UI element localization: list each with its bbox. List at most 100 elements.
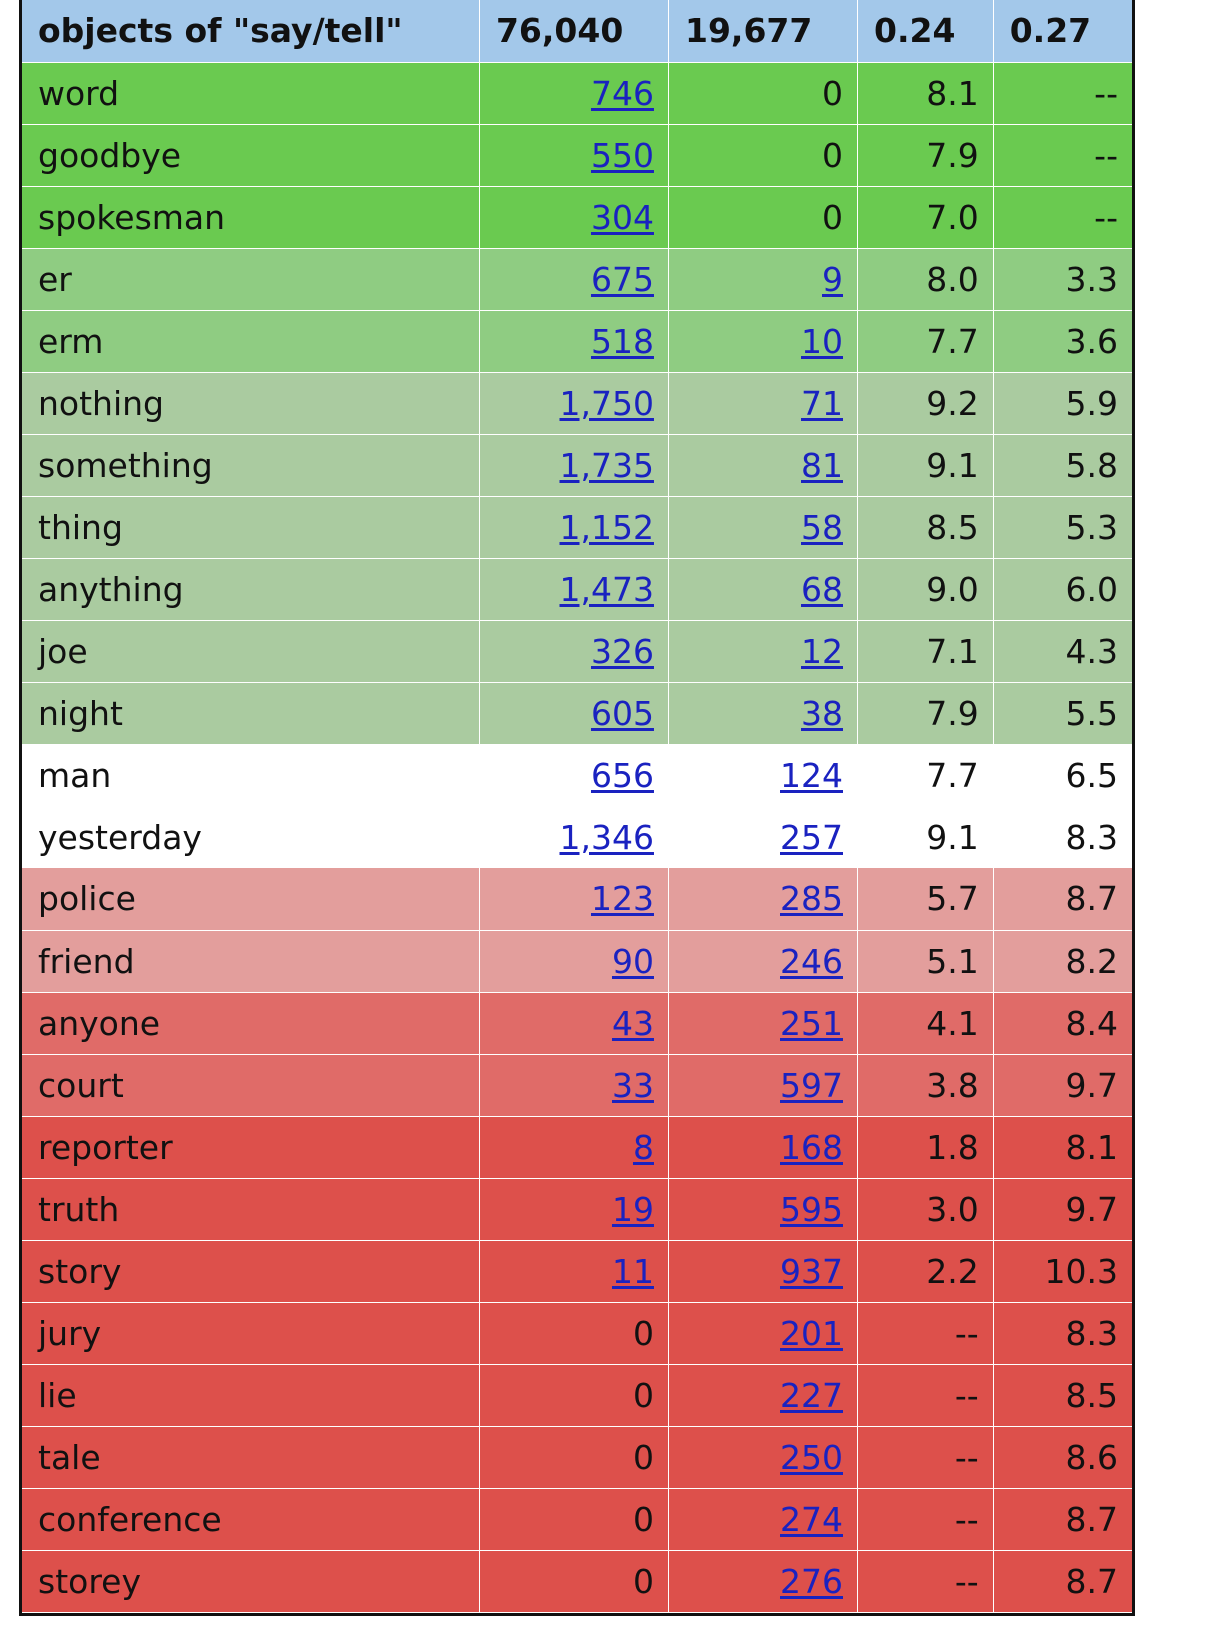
table-row: anyone 43 251 4.1 8.4 — [22, 992, 1132, 1055]
table-row: man 656 124 7.7 6.5 — [22, 744, 1132, 806]
row-count-2-link[interactable]: 937 — [780, 1251, 843, 1291]
row-count-2-link[interactable]: 595 — [780, 1189, 843, 1229]
row-count-2-link[interactable]: 9 — [822, 259, 843, 299]
table-row: friend 90 246 5.1 8.2 — [22, 930, 1132, 993]
collocation-table-container: objects of "say/tell" 76,040 19,677 0.24… — [19, 0, 1135, 1616]
row-word: friend — [22, 930, 480, 993]
row-count-2-link[interactable]: 12 — [801, 631, 843, 671]
row-score-1: 9.1 — [857, 434, 994, 497]
table-row: story 11 937 2.2 10.3 — [22, 1240, 1132, 1303]
row-count-2-link[interactable]: 168 — [780, 1127, 843, 1167]
table-row: er 675 9 8.0 3.3 — [22, 248, 1132, 311]
row-count-2: 595 — [668, 1178, 859, 1241]
row-count-1: 19 — [479, 1178, 669, 1241]
row-word: court — [22, 1054, 480, 1117]
row-score-2: 3.3 — [993, 248, 1132, 311]
row-count-2-link[interactable]: 81 — [801, 445, 843, 485]
row-word: reporter — [22, 1116, 480, 1179]
table-row: jury 0 201 -- 8.3 — [22, 1302, 1132, 1365]
row-word: jury — [22, 1302, 480, 1365]
row-count-1-link[interactable]: 326 — [590, 631, 654, 671]
row-count-2-link[interactable]: 71 — [801, 383, 843, 423]
row-count-2: 81 — [668, 434, 859, 497]
row-count-2-link[interactable]: 68 — [801, 569, 843, 609]
table-row: thing 1,152 58 8.5 5.3 — [22, 496, 1132, 559]
row-score-2: 10.3 — [993, 1240, 1132, 1303]
row-score-2: 6.0 — [993, 558, 1132, 621]
table-row: truth 19 595 3.0 9.7 — [22, 1178, 1132, 1241]
row-score-1: 8.1 — [857, 62, 994, 125]
row-score-1: 7.9 — [857, 124, 994, 187]
row-word: something — [22, 434, 480, 497]
row-count-1-link[interactable]: 1,750 — [559, 383, 654, 423]
row-count-1: 326 — [479, 620, 669, 683]
row-count-2: 71 — [668, 372, 859, 435]
table-row: storey 0 276 -- 8.7 — [22, 1550, 1132, 1613]
row-count-1-link[interactable]: 1,346 — [559, 817, 654, 857]
row-count-2-link[interactable]: 257 — [780, 817, 843, 857]
row-count-1-link[interactable]: 304 — [590, 197, 654, 237]
row-count-1-link[interactable]: 19 — [611, 1189, 654, 1229]
row-count-1: 11 — [479, 1240, 669, 1303]
row-count-1: 8 — [479, 1116, 669, 1179]
row-count-1-link[interactable]: 90 — [611, 941, 654, 981]
row-count-1-link[interactable]: 1,152 — [559, 507, 654, 547]
row-count-1-link[interactable]: 11 — [611, 1251, 654, 1291]
table-row: lie 0 227 -- 8.5 — [22, 1364, 1132, 1427]
row-count-2: 12 — [668, 620, 859, 683]
row-score-1: 8.0 — [857, 248, 994, 311]
row-count-2-link[interactable]: 227 — [780, 1375, 843, 1415]
row-count-2-link[interactable]: 38 — [801, 693, 843, 733]
row-count-2-link[interactable]: 58 — [801, 507, 843, 547]
row-count-2-link[interactable]: 274 — [780, 1499, 843, 1539]
row-score-2: 5.8 — [993, 434, 1132, 497]
table-row: word 746 0 8.1 -- — [22, 62, 1132, 125]
row-count-1-link[interactable]: 43 — [611, 1003, 654, 1043]
row-word: erm — [22, 310, 480, 373]
row-count-1: 605 — [479, 682, 669, 745]
row-count-2-link[interactable]: 10 — [801, 321, 843, 361]
row-score-1: 9.2 — [857, 372, 994, 435]
row-count-2-link[interactable]: 250 — [780, 1437, 843, 1477]
row-count-2: 250 — [668, 1426, 859, 1489]
table-row: anything 1,473 68 9.0 6.0 — [22, 558, 1132, 621]
row-count-1: 0 — [479, 1550, 669, 1613]
row-count-1: 304 — [479, 186, 669, 249]
row-score-1: 5.1 — [857, 930, 994, 993]
row-count-1-link[interactable]: 8 — [632, 1127, 654, 1167]
row-count-2-link[interactable]: 124 — [780, 755, 843, 795]
row-count-2: 0 — [668, 124, 859, 187]
row-count-1-link[interactable]: 123 — [590, 879, 654, 919]
header-row: objects of "say/tell" 76,040 19,677 0.24… — [22, 0, 1132, 63]
row-count-1-link[interactable]: 605 — [590, 693, 654, 733]
row-count-1: 550 — [479, 124, 669, 187]
row-word: night — [22, 682, 480, 745]
row-count-1-link[interactable]: 675 — [590, 259, 654, 299]
row-count-2-link[interactable]: 597 — [780, 1065, 843, 1105]
row-count-1-link[interactable]: 746 — [590, 73, 654, 113]
row-count-2-link[interactable]: 276 — [780, 1561, 843, 1601]
row-word: man — [22, 744, 480, 806]
row-count-1-link[interactable]: 550 — [590, 135, 654, 175]
row-count-1-link[interactable]: 1,473 — [559, 569, 654, 609]
row-count-1: 656 — [479, 744, 669, 806]
row-score-1: 7.7 — [857, 744, 994, 806]
row-word: anyone — [22, 992, 480, 1055]
row-word: spokesman — [22, 186, 480, 249]
row-word: conference — [22, 1488, 480, 1551]
row-score-2: 8.3 — [993, 1302, 1132, 1365]
table-row: erm 518 10 7.7 3.6 — [22, 310, 1132, 373]
row-count-2-link[interactable]: 246 — [780, 941, 843, 981]
row-count-2-link[interactable]: 285 — [780, 879, 843, 919]
row-count-2-link[interactable]: 251 — [780, 1003, 843, 1043]
row-score-2: 6.5 — [1065, 755, 1118, 795]
row-count-1: 1,346 — [479, 806, 669, 868]
row-count-1-link[interactable]: 33 — [611, 1065, 654, 1105]
row-count-1-link[interactable]: 1,735 — [559, 445, 654, 485]
row-count-2-link[interactable]: 201 — [780, 1313, 843, 1353]
row-count-1: 90 — [479, 930, 669, 993]
row-count-2: 246 — [668, 930, 859, 993]
row-count-1-link[interactable]: 518 — [590, 321, 654, 361]
row-score-2: 8.7 — [993, 1488, 1132, 1551]
row-count-1-link[interactable]: 656 — [590, 755, 654, 795]
